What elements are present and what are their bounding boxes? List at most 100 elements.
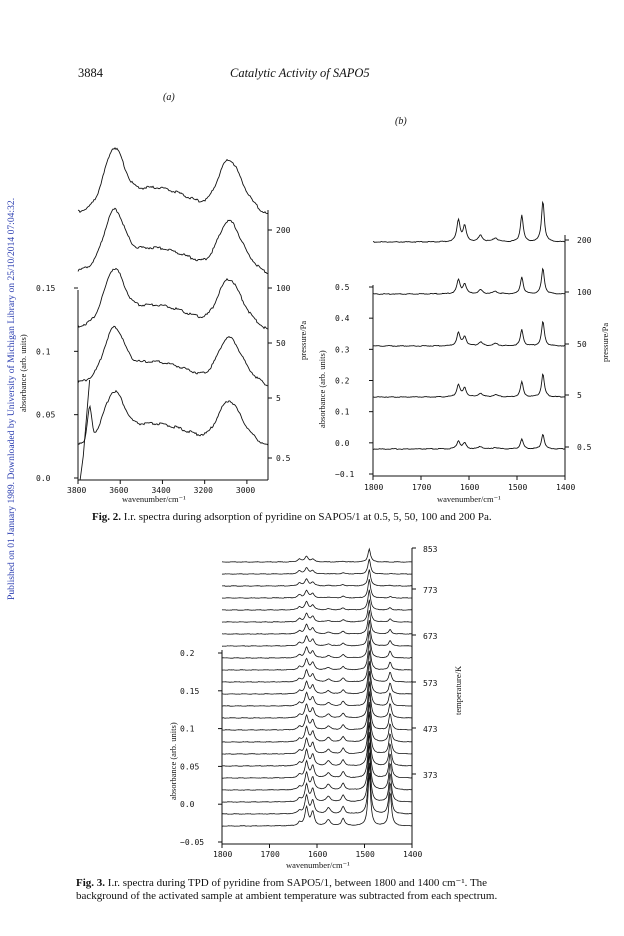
fig2a-panel-label: (a) xyxy=(163,92,175,103)
fig3-spectrum-line xyxy=(222,620,412,647)
fig2a-spectrum-line xyxy=(77,267,269,330)
fig2a-y-tick-label: 0.0 xyxy=(36,474,51,483)
fig3-spectrum-line xyxy=(222,691,412,731)
fig3-series-label: 773 xyxy=(423,586,438,595)
fig2a-series-label: 5 xyxy=(276,394,281,403)
fig3-x-tick-label: 1600 xyxy=(308,850,327,859)
fig2b-series-label: 50 xyxy=(577,340,587,349)
fig3-y-label: absorbance (arb. units) xyxy=(168,722,178,800)
fig3-y-tick-label: 0.15 xyxy=(180,687,199,696)
fig2b-series-label: 0.5 xyxy=(577,443,592,452)
fig2b-x-tick-label: 1700 xyxy=(412,483,431,492)
fig2-caption: Fig. 2. I.r. spectra during adsorption o… xyxy=(92,511,572,524)
fig3-y2-label: temperature/K xyxy=(453,665,463,715)
fig2a-y2-label: pressure/Pa xyxy=(298,321,308,360)
fig3-caption: Fig. 3. I.r. spectra during TPD of pyrid… xyxy=(76,877,586,903)
fig2a-x-tick-label: 3200 xyxy=(194,486,213,495)
fig3-y-tick-label: 0.1 xyxy=(180,725,195,734)
fig2b-spectrum-line xyxy=(372,200,566,243)
fig3-spectrum-line xyxy=(222,661,413,695)
fig3-spectrum-line xyxy=(221,630,412,659)
fig2-caption-text: I.r. spectra during adsorption of pyridi… xyxy=(123,511,492,523)
fig3-spectrum-line xyxy=(221,599,413,623)
fig2a-spectrum-line xyxy=(77,389,269,446)
fig3-spectrum-line xyxy=(221,681,413,719)
fig3-spectrum-line xyxy=(221,772,413,827)
fig2a-series-label: 0.5 xyxy=(276,454,291,463)
fig2b-spectrum-line xyxy=(372,373,566,398)
fig2a-y-tick-label: 0.05 xyxy=(36,411,55,420)
running-title: Catalytic Activity of SAPO5 xyxy=(230,66,370,80)
fig3-spectrum-line xyxy=(221,752,413,803)
fig3-spectrum-line xyxy=(221,711,412,755)
fig2b-y2-label: pressure/Pa xyxy=(600,323,610,362)
fig2a-x-tick-label: 3000 xyxy=(236,486,255,495)
fig3-spectrum-line xyxy=(221,610,413,635)
fig3-spectrum-line xyxy=(221,671,413,707)
fig3-x-tick-label: 1700 xyxy=(261,850,280,859)
fig2a-series-label: 200 xyxy=(276,226,291,235)
fig3-series-label: 473 xyxy=(423,725,438,734)
fig2a-spectrum-line xyxy=(77,147,269,215)
fig3-series-label: 573 xyxy=(423,679,438,688)
fig2b-series-label: 200 xyxy=(577,236,592,245)
fig3-spectrum-line xyxy=(221,640,412,671)
fig2b-y-tick-label: 0.1 xyxy=(335,408,350,417)
fig2a-spectrum-line xyxy=(77,207,269,275)
fig2a-x-tick-label: 3800 xyxy=(67,486,86,495)
fig2b-y-tick-label: 0.2 xyxy=(335,377,350,386)
fig2b-spectrum-line xyxy=(372,433,566,450)
fig2b-y-tick-label: −0.1 xyxy=(335,470,354,479)
fig3-y-tick-label: 0.05 xyxy=(180,762,199,771)
fig3-x-label: wavenumber/cm⁻¹ xyxy=(286,860,350,870)
fig2b-x-tick-label: 1500 xyxy=(508,483,527,492)
fig3-x-tick-label: 1800 xyxy=(213,850,232,859)
fig3-caption-line1: I.r. spectra during TPD of pyridine from… xyxy=(107,877,488,889)
fig3-spectrum-line xyxy=(222,722,413,767)
fig2b-x-label: wavenumber/cm⁻¹ xyxy=(437,494,501,504)
page-number: 3884 xyxy=(78,66,103,80)
fig3-spectrum-line xyxy=(221,547,412,563)
fig2b-x-tick-label: 1600 xyxy=(460,483,479,492)
fig3-y-tick-label: −0.05 xyxy=(180,838,204,847)
fig3-spectrum-line xyxy=(221,579,413,599)
fig3-y-tick-label: 0.2 xyxy=(180,649,195,658)
fig3-spectrum-line xyxy=(221,701,413,743)
fig2a-y-label: absorbance (arb. units) xyxy=(18,334,28,412)
fig2b-y-tick-label: 0.0 xyxy=(335,439,350,448)
fig3-spectrum-line xyxy=(221,762,413,815)
fig3-spectrum-line xyxy=(221,558,413,575)
fig3-series-label: 373 xyxy=(423,771,438,780)
fig3-spectrum-line xyxy=(221,650,412,683)
fig3-x-tick-label: 1500 xyxy=(356,850,375,859)
fig3-series-label: 853 xyxy=(423,545,438,554)
fig2a-y-tick-label: 0.15 xyxy=(36,284,55,293)
fig2b-y-label: absorbance (arb. units) xyxy=(317,350,327,428)
fig3-spectrum-line xyxy=(222,569,413,587)
fig2a-y-tick-label: 0.1 xyxy=(36,347,51,356)
fig2b-spectrum-line xyxy=(373,267,566,295)
fig3-spectrum-line xyxy=(222,742,413,791)
fig2b-x-tick-label: 1800 xyxy=(364,483,383,492)
fig2a-x-tick-label: 3400 xyxy=(151,486,170,495)
fig3-y-tick-label: 0.0 xyxy=(180,800,195,809)
fig2b-spectrum-line xyxy=(372,320,566,347)
fig2-caption-label: Fig. 2. xyxy=(92,511,122,523)
fig2a-edge-line xyxy=(79,379,91,481)
fig3-caption-line2: background of the activated sample at am… xyxy=(76,890,498,902)
fig2a-x-tick-label: 3600 xyxy=(109,486,128,495)
fig2a-x-label: wavenumber/cm⁻¹ xyxy=(122,494,186,504)
fig2b-y-tick-label: 0.4 xyxy=(335,314,350,323)
fig2b-panel-label: (b) xyxy=(395,116,407,127)
fig2b-y-tick-label: 0.3 xyxy=(335,345,350,354)
fig2a-spectrum-line xyxy=(77,325,268,387)
fig2a-series-label: 50 xyxy=(276,339,286,348)
fig3-spectrum-line xyxy=(221,732,413,779)
fig3-caption-label: Fig. 3. xyxy=(76,877,106,889)
fig2a-series-label: 100 xyxy=(276,284,291,293)
fig2b-series-label: 5 xyxy=(577,391,582,400)
fig3-spectrum-line xyxy=(221,589,413,611)
fig2b-x-tick-label: 1400 xyxy=(556,483,575,492)
fig2b-series-label: 100 xyxy=(577,288,592,297)
